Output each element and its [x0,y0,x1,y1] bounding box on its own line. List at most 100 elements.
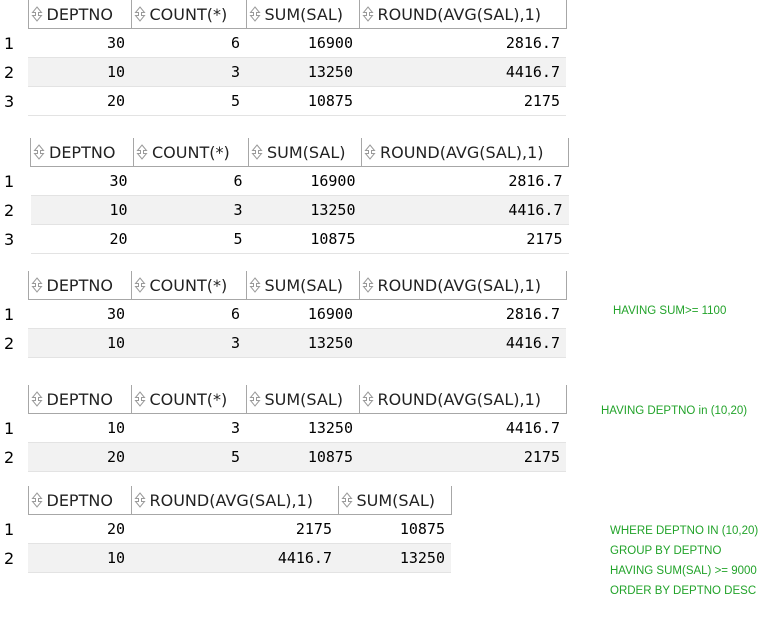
cell-round-avg[interactable]: 2175 [359,86,566,116]
table-row[interactable]: 3 20 5 10875 2175 [0,224,569,254]
cell-deptno[interactable]: 20 [28,442,131,472]
sort-arrows-icon[interactable] [248,390,261,407]
cell-deptno[interactable]: 30 [30,166,134,196]
table-row[interactable]: 1 20 2175 10875 [0,514,451,544]
sort-arrows-icon[interactable] [30,5,43,22]
cell-deptno[interactable]: 10 [28,413,131,443]
column-header-deptno[interactable]: DEPTNO [27,271,132,300]
sort-arrows-icon[interactable] [361,276,374,293]
table-row[interactable]: 2 10 3 13250 4416.7 [0,328,566,358]
annotation-line: HAVING SUM(SAL) >= 9000 [610,565,757,577]
cell-round-avg[interactable]: 2175 [361,224,569,254]
cell-sum[interactable]: 16900 [246,299,359,329]
cell-count[interactable]: 5 [131,86,246,116]
sort-arrows-icon[interactable] [248,276,261,293]
cell-count[interactable]: 3 [133,195,249,225]
cell-sum[interactable]: 10875 [248,224,362,254]
table-row[interactable]: 1 30 6 16900 2816.7 [0,166,569,196]
cell-sum[interactable]: 13250 [246,328,359,358]
cell-deptno[interactable]: 20 [28,514,131,544]
column-header-count[interactable]: COUNT(*) [130,0,247,29]
column-header-count[interactable]: COUNT(*) [133,138,249,167]
table-row[interactable]: 2 10 3 13250 4416.7 [0,195,569,225]
sort-arrows-icon[interactable] [30,390,43,407]
sort-arrows-icon[interactable] [30,491,43,508]
cell-deptno[interactable]: 20 [28,86,131,116]
column-header-sum[interactable]: SUM(SAL) [337,486,452,515]
column-header-sum[interactable]: SUM(SAL) [245,271,360,300]
cell-sum[interactable]: 10875 [246,442,359,472]
cell-count[interactable]: 3 [131,328,246,358]
sort-arrows-icon[interactable] [340,491,353,508]
column-header-round-avg[interactable]: ROUND(AVG(SAL),1) [358,271,567,300]
table-row[interactable]: 2 10 4416.7 13250 [0,543,451,573]
cell-round-avg[interactable]: 2175 [131,514,338,544]
cell-count[interactable]: 6 [131,299,246,329]
table-row[interactable]: 3 20 5 10875 2175 [0,86,566,116]
table-row[interactable]: 1 10 3 13250 4416.7 [0,413,566,443]
column-header-deptno[interactable]: DEPTNO [27,0,132,29]
cell-sum[interactable]: 10875 [338,514,451,544]
cell-round-avg[interactable]: 4416.7 [361,195,569,225]
cell-deptno[interactable]: 10 [28,328,131,358]
cell-sum[interactable]: 16900 [248,166,362,196]
column-header-round-avg[interactable]: ROUND(AVG(SAL),1) [358,0,567,29]
cell-count[interactable]: 5 [131,442,246,472]
cell-sum[interactable]: 13250 [248,195,362,225]
cell-sum[interactable]: 13250 [246,413,359,443]
cell-round-avg[interactable]: 2816.7 [359,28,566,58]
cell-deptno[interactable]: 20 [30,224,134,254]
cell-round-avg[interactable]: 4416.7 [359,328,566,358]
column-header-count[interactable]: COUNT(*) [130,271,247,300]
cell-deptno[interactable]: 10 [30,195,134,225]
cell-sum[interactable]: 13250 [246,57,359,87]
sort-arrows-icon[interactable] [30,276,43,293]
column-header-round-avg[interactable]: ROUND(AVG(SAL),1) [130,486,339,515]
sort-arrows-icon[interactable] [251,143,263,160]
cell-deptno[interactable]: 30 [28,299,131,329]
cell-count[interactable]: 6 [131,28,246,58]
column-header-count[interactable]: COUNT(*) [130,385,247,414]
cell-round-avg[interactable]: 2816.7 [361,166,569,196]
column-header-sum[interactable]: SUM(SAL) [248,138,362,167]
sort-arrows-icon[interactable] [133,491,146,508]
sort-arrows-icon[interactable] [248,5,261,22]
cell-round-avg[interactable]: 4416.7 [131,543,338,573]
sort-arrows-icon[interactable] [136,143,148,160]
column-header-label: COUNT(*) [149,275,228,295]
cell-round-avg[interactable]: 4416.7 [359,57,566,87]
table-row[interactable]: 1 30 6 16900 2816.7 [0,28,566,58]
sort-arrows-icon[interactable] [133,5,146,22]
cell-deptno[interactable]: 30 [28,28,131,58]
column-header-deptno[interactable]: DEPTNO [27,385,132,414]
cell-count[interactable]: 3 [131,57,246,87]
cell-deptno[interactable]: 10 [28,543,131,573]
sort-arrows-icon[interactable] [133,390,146,407]
cell-round-avg[interactable]: 2816.7 [359,299,566,329]
sort-arrows-icon[interactable] [364,143,376,160]
cell-count[interactable]: 6 [133,166,249,196]
column-header-label: COUNT(*) [149,389,228,409]
sort-arrows-icon[interactable] [133,276,146,293]
cell-sum[interactable]: 13250 [338,543,451,573]
cell-round-avg[interactable]: 4416.7 [359,413,566,443]
sort-arrows-icon[interactable] [361,390,374,407]
cell-sum[interactable]: 10875 [246,86,359,116]
cell-round-avg[interactable]: 2175 [359,442,566,472]
cell-count[interactable]: 3 [131,413,246,443]
column-header-round-avg[interactable]: ROUND(AVG(SAL),1) [358,385,567,414]
cell-deptno[interactable]: 10 [28,57,131,87]
table-row[interactable]: 2 10 3 13250 4416.7 [0,57,566,87]
column-header-deptno[interactable]: DEPTNO [30,138,134,167]
sort-arrows-icon[interactable] [33,143,45,160]
column-header-sum[interactable]: SUM(SAL) [245,385,360,414]
column-header-deptno[interactable]: DEPTNO [27,486,132,515]
column-header-sum[interactable]: SUM(SAL) [245,0,360,29]
column-header-round-avg[interactable]: ROUND(AVG(SAL),1) [361,138,569,167]
table-row[interactable]: 2 20 5 10875 2175 [0,442,566,472]
table-row[interactable]: 1 30 6 16900 2816.7 [0,299,566,329]
cell-sum[interactable]: 16900 [246,28,359,58]
row-number: 1 [4,519,15,539]
sort-arrows-icon[interactable] [361,5,374,22]
cell-count[interactable]: 5 [133,224,249,254]
